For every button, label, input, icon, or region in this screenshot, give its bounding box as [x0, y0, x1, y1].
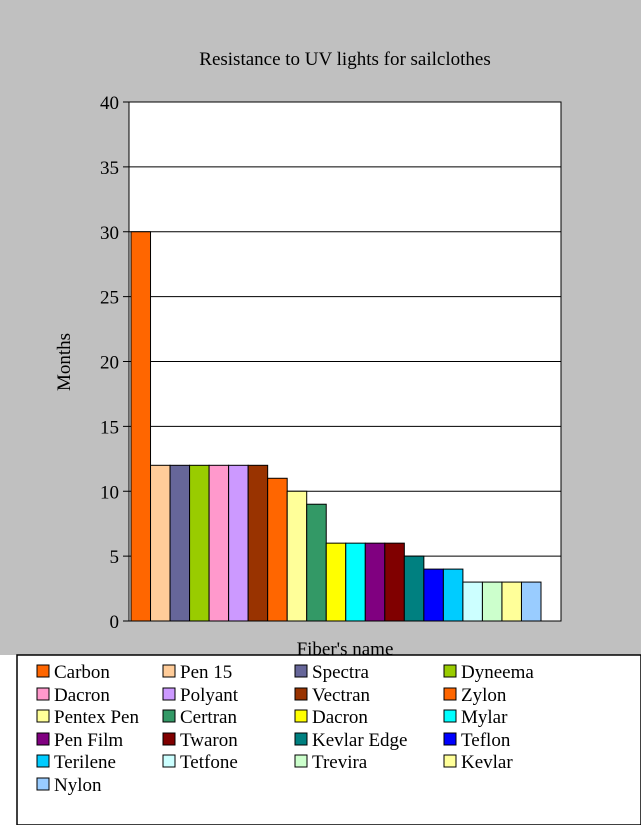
legend-swatch	[162, 709, 176, 723]
legend-swatch	[162, 732, 176, 746]
bar-tetfone	[462, 581, 483, 622]
legend-label: Teflon	[461, 730, 511, 751]
legend-swatch	[294, 664, 308, 678]
bar-dyneema	[189, 464, 210, 622]
bar-pen-15	[150, 464, 171, 622]
bar-certran	[306, 503, 327, 622]
y-tick-label: 5	[110, 547, 120, 568]
bar-mylar	[345, 542, 366, 622]
legend-label: Dacron	[312, 707, 368, 728]
y-tick-label: 10	[100, 482, 119, 503]
legend-swatch	[443, 709, 457, 723]
legend-label: Spectra	[312, 662, 370, 683]
legend-label: Pen 15	[180, 662, 232, 683]
y-axis-label: Months	[54, 333, 75, 391]
legend-label: Terilene	[54, 752, 116, 773]
legend-swatch	[36, 687, 50, 701]
y-tick-label: 15	[100, 417, 119, 438]
bar-kevlar-edge	[403, 555, 425, 622]
legend-label: Vectran	[312, 685, 371, 706]
legend-label: Certran	[180, 707, 237, 728]
legend-swatch	[162, 664, 176, 678]
legend-swatch	[162, 754, 176, 768]
legend-background	[16, 654, 641, 826]
chart-title: Resistance to UV lights for sailclothes	[199, 49, 490, 70]
legend-swatch	[443, 732, 457, 746]
legend-label: Nylon	[54, 775, 102, 796]
bar-vectran	[247, 464, 269, 622]
legend-label: Kevlar Edge	[312, 730, 407, 751]
bar-dacron	[325, 542, 347, 622]
bar-polyant	[228, 464, 249, 622]
legend-label: Dyneema	[461, 662, 534, 683]
bar-pen-film	[364, 542, 386, 622]
y-tick-label: 30	[100, 223, 119, 244]
x-axis-label: Fiber's name	[297, 639, 394, 660]
y-tick-label: 25	[100, 288, 119, 309]
bar-nylon	[520, 581, 542, 622]
legend-swatch	[294, 732, 308, 746]
legend-label: Pen Film	[54, 730, 123, 751]
y-tick-labels: 0 5 10 15 20 25 30 35 40	[100, 93, 119, 633]
legend-label: Pentex Pen	[54, 707, 139, 728]
legend-label: Twaron	[180, 730, 238, 751]
legend-label: Tetfone	[180, 752, 238, 773]
y-tick-label: 0	[110, 612, 120, 633]
legend-swatch	[294, 687, 308, 701]
bar-terilene	[442, 568, 464, 622]
legend-swatch	[36, 754, 50, 768]
legend-swatch	[162, 687, 176, 701]
bar-pentex-pen	[286, 490, 308, 622]
legend-swatch	[36, 664, 50, 678]
legend-swatch	[36, 777, 50, 791]
legend-label: Polyant	[180, 685, 239, 706]
legend-swatch	[443, 664, 457, 678]
legend: Carbon Pen 15 Spectra Dyneema Dacron Polyant V…	[36, 662, 534, 796]
bar-trevira	[481, 581, 503, 622]
legend-swatch	[36, 732, 50, 746]
bars	[130, 231, 542, 622]
legend-label: Dacron	[54, 685, 110, 706]
bar-teflon	[423, 568, 444, 622]
legend-swatch	[36, 709, 50, 723]
legend-label: Carbon	[54, 662, 110, 683]
bar-spectra	[169, 464, 191, 622]
legend-swatch	[443, 754, 457, 768]
bar-carbon	[130, 231, 152, 622]
bar-dacron	[208, 464, 230, 622]
bar-twaron	[384, 542, 405, 622]
legend-swatch	[294, 754, 308, 768]
y-tick-label: 20	[100, 353, 119, 374]
legend-label: Kevlar	[461, 752, 513, 773]
bar-zylon	[267, 477, 288, 622]
legend-label: Zylon	[461, 685, 507, 706]
y-tick-label: 35	[100, 158, 119, 179]
legend-label: Trevira	[312, 752, 368, 773]
legend-label: Mylar	[461, 707, 508, 728]
y-tick-label: 40	[100, 93, 119, 114]
legend-swatch	[294, 709, 308, 723]
bar-kevlar	[501, 581, 522, 622]
legend-swatch	[443, 687, 457, 701]
